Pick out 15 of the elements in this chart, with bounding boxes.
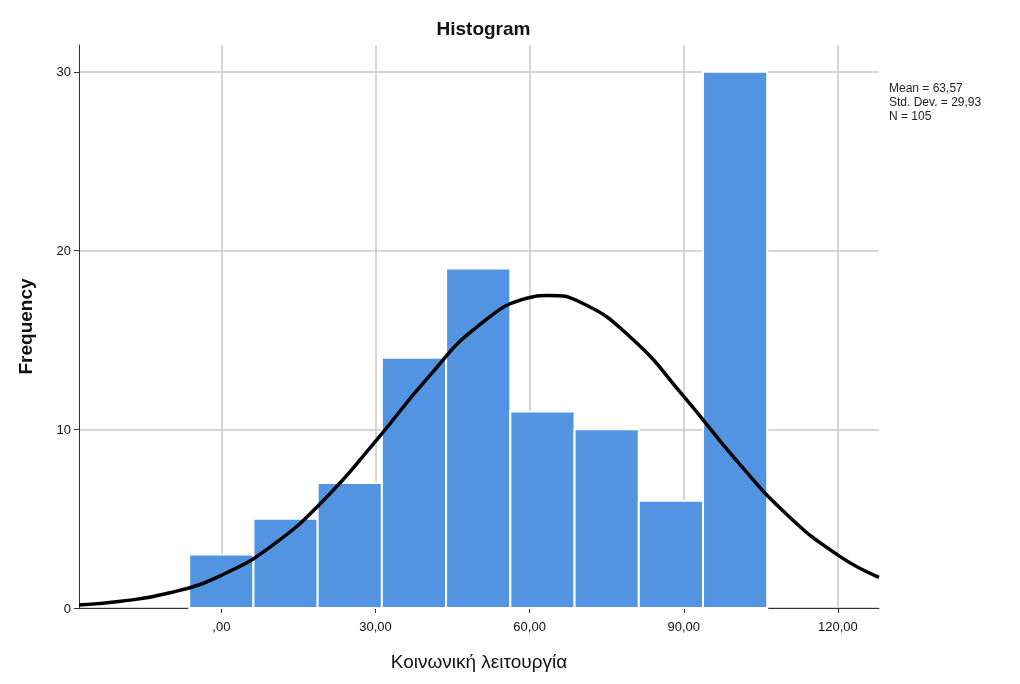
text: Mean = 63,57	[889, 81, 964, 95]
text: N = 105	[889, 109, 932, 123]
x-tick-label: 120,00	[818, 619, 858, 634]
y-tick-label: 20	[56, 243, 71, 259]
y-axis-title: Frequency	[15, 278, 36, 375]
y-tick-label: 30	[56, 64, 71, 80]
chart-title: Histogram	[436, 18, 531, 39]
text: Std. Dev. = 29,93	[889, 95, 982, 109]
x-tick-label: 90,00	[667, 619, 701, 634]
x-axis-title: Κοινωνική λειτουργία	[390, 651, 568, 672]
x-tick-label: ,00	[212, 619, 231, 634]
x-tick-label: 30,00	[359, 619, 392, 634]
x-tick-label: 60,00	[513, 619, 546, 634]
y-tick-label: 0	[63, 600, 71, 616]
y-tick-label: 10	[56, 421, 71, 437]
